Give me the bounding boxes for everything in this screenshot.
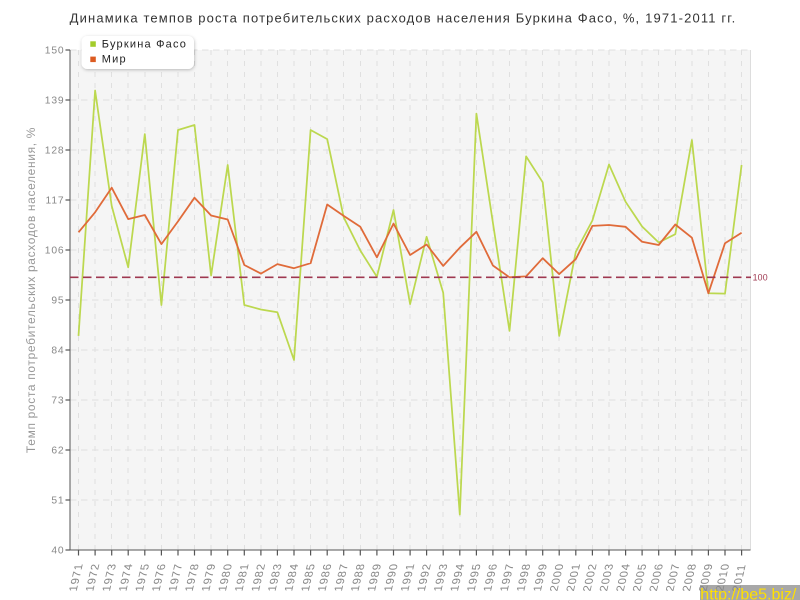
- svg-text:Мир: Мир: [102, 54, 127, 66]
- svg-text:84: 84: [51, 346, 64, 357]
- svg-text:62: 62: [51, 446, 64, 457]
- svg-text:95: 95: [51, 296, 64, 307]
- svg-text:139: 139: [45, 96, 65, 107]
- svg-text:Динамика темпов роста потребит: Динамика темпов роста потребительских ра…: [70, 11, 737, 26]
- svg-text:106: 106: [45, 246, 65, 257]
- svg-text:73: 73: [51, 396, 64, 407]
- svg-text:http://be5.biz/: http://be5.biz/: [700, 586, 797, 600]
- svg-text:Буркина Фасо: Буркина Фасо: [102, 39, 187, 51]
- svg-text:128: 128: [45, 146, 65, 157]
- svg-text:100: 100: [753, 273, 768, 283]
- svg-text:117: 117: [46, 196, 65, 207]
- svg-text:150: 150: [45, 46, 65, 57]
- svg-text:51: 51: [51, 496, 64, 507]
- svg-text:40: 40: [51, 546, 64, 557]
- svg-text:Темп роста потребительских рас: Темп роста потребительских расходов насе…: [24, 127, 38, 453]
